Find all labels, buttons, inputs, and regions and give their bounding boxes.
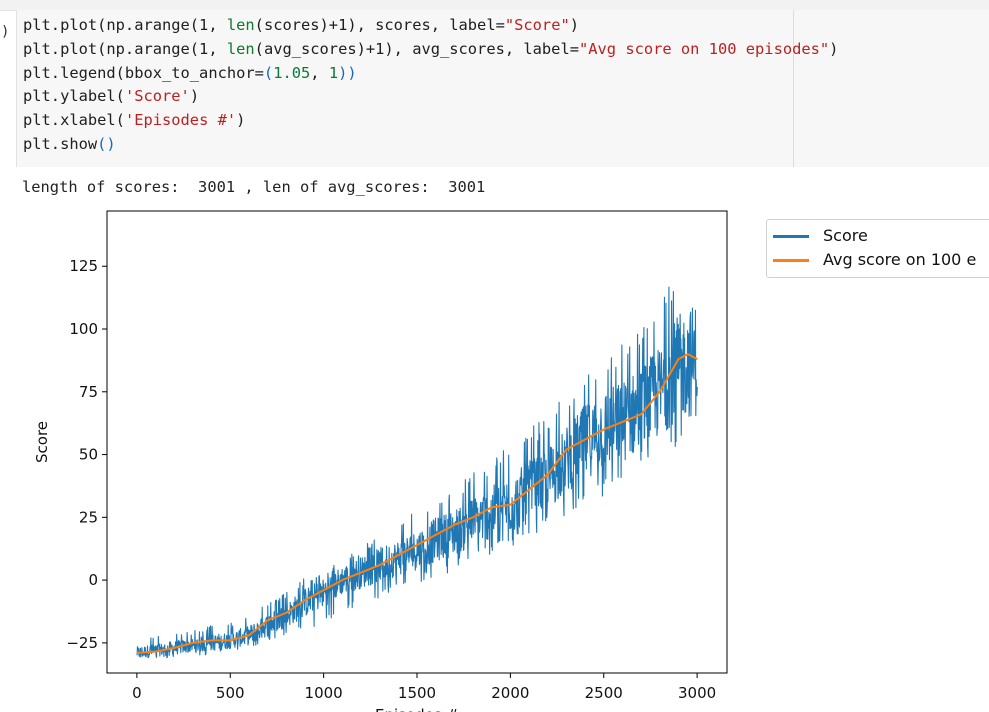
code-line: plt.show() (23, 133, 838, 157)
code-token: )) (338, 63, 357, 82)
code-token: , (310, 63, 329, 82)
cell-prompt: ) (1, 24, 10, 40)
code-token: plt.plot(np.arange(1, (23, 16, 227, 34)
line-chart: 0 500 1000 1500 2000 2500 3000 −25 0 25 50 75 100 125… (33, 210, 728, 712)
code-token: ( (263, 63, 274, 82)
code-line: plt.legend(bbox_to_anchor=(1.05, 1)) (23, 62, 838, 86)
code-line: plt.xlabel('Episodes #') (23, 109, 838, 133)
x-tick-label: 0 (132, 684, 142, 702)
x-tick-label: 2500 (585, 684, 623, 702)
code-token: (avg_scores)+1), avg_scores, label= (254, 39, 579, 58)
y-tick-label: −25 (66, 634, 98, 652)
plot-area (107, 211, 727, 673)
line-length-ruler (793, 10, 794, 167)
code-token: plt.xlabel( (23, 111, 125, 130)
code-line: plt.ylabel('Score') (23, 85, 838, 109)
code-token: "Score" (504, 16, 570, 34)
legend-swatch-avg (773, 259, 809, 262)
code-token: 1 (328, 63, 339, 82)
code-token: plt.show (23, 134, 98, 153)
y-tick-label: 0 (88, 571, 98, 589)
code-token: 'Episodes #' (124, 111, 237, 130)
code-token: ) (189, 87, 200, 106)
code-token: 1.05 (273, 63, 311, 82)
code-token: ) (569, 16, 580, 34)
x-tick-label: 2000 (491, 684, 529, 702)
code-token: (scores)+1), scores, label= (254, 16, 505, 34)
y-axis-label: Score (33, 421, 51, 463)
code-token: 'Score' (124, 87, 190, 106)
code-cell[interactable]: ) plt.plot(np.arange(1, len(scores)+1), … (1, 10, 989, 167)
cell-output: length of scores: 3001 , len of avg_scor… (22, 178, 486, 196)
legend-label-score: Score (823, 226, 868, 245)
code-lines[interactable]: plt.plot(np.arange(1, len(scores)+1), sc… (23, 14, 838, 157)
series-line-avg (137, 353, 698, 654)
y-tick-label: 25 (79, 508, 98, 526)
legend-swatch-score (773, 235, 809, 238)
y-tick-label: 75 (79, 383, 98, 401)
x-tick-label: 500 (216, 684, 245, 702)
code-token: ) (829, 39, 839, 58)
code-token: ) (236, 111, 246, 130)
code-line: plt.plot(np.arange(1, len(scores)+1), sc… (23, 14, 838, 38)
code-token: () (97, 134, 116, 153)
x-tick-label: 3000 (678, 684, 716, 702)
legend-entry-avg: Avg score on 100 e (773, 250, 989, 270)
y-tick-label: 50 (79, 446, 98, 464)
y-tick-label: 100 (69, 320, 98, 338)
y-tick-label: 125 (69, 257, 98, 275)
chart-legend: Score Avg score on 100 e (766, 219, 989, 278)
code-token: len (226, 16, 255, 34)
code-line: plt.plot(np.arange(1, len(avg_scores)+1)… (23, 38, 838, 62)
x-tick-label: 1000 (305, 684, 343, 702)
code-token: plt.plot(np.arange(1, (23, 39, 227, 58)
code-token: "Avg score on 100 episodes" (578, 39, 830, 58)
x-axis-label: Episodes # (375, 706, 459, 712)
legend-entry-score: Score (773, 226, 989, 246)
code-token: len (226, 39, 255, 58)
x-tick-label: 1500 (398, 684, 436, 702)
series-line-score (136, 286, 698, 659)
code-token: plt.ylabel( (23, 87, 125, 106)
code-token: plt.legend(bbox_to_anchor= (23, 63, 264, 82)
legend-label-avg: Avg score on 100 e (823, 250, 977, 269)
